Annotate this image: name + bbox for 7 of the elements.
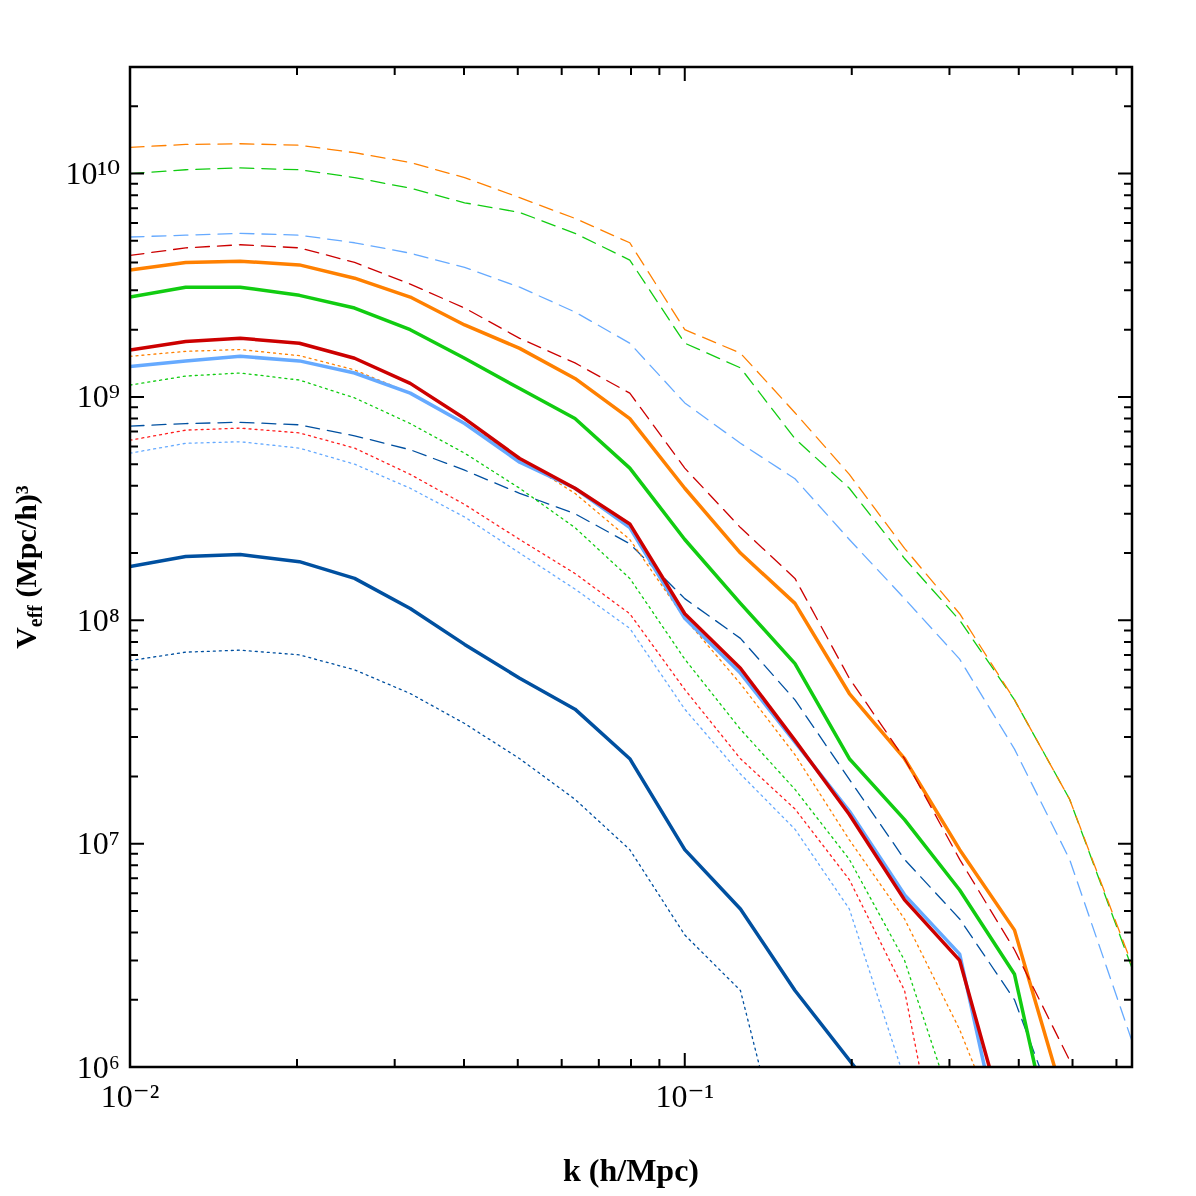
y-tick-label: 10¹⁰: [65, 155, 120, 192]
y-tick-label: 10⁸: [76, 601, 120, 638]
y-tick-label: 10⁷: [76, 825, 120, 862]
x-tick-label: 10⁻¹: [655, 1077, 714, 1114]
x-axis-title: k (h/Mpc): [563, 1152, 699, 1189]
y-tick-label: 10⁹: [76, 378, 120, 415]
y-axis-title: Veff (Mpc/h)³: [8, 485, 47, 649]
